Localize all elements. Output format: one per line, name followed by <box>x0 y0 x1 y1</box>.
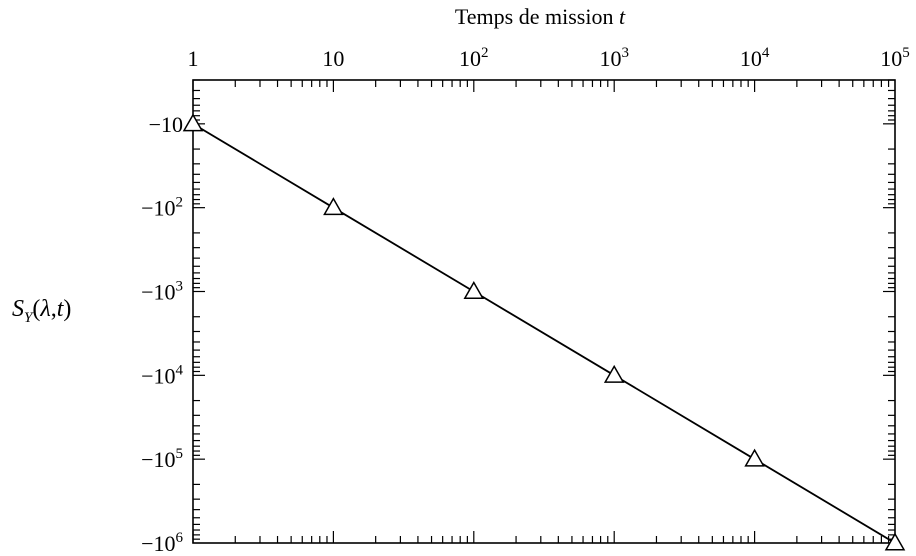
y-tick-label: −103 <box>141 279 183 305</box>
series-group <box>182 113 906 551</box>
y-tick-labels: −10 −102 −103 −104 −105 −106 <box>141 112 183 556</box>
y-tick-label: −106 <box>141 530 183 556</box>
series-line <box>192 123 896 544</box>
x-tick-label: 105 <box>880 45 910 71</box>
x-tick-label: 10 <box>322 46 344 71</box>
x-tick-label: 104 <box>740 45 770 71</box>
tick-marks <box>192 79 895 543</box>
x-tick-label: 103 <box>599 45 629 71</box>
y-tick-label: −102 <box>141 195 183 221</box>
data-point-triangle <box>884 532 906 551</box>
data-point-triangle <box>603 364 625 383</box>
plot-frame <box>192 79 896 544</box>
data-point-triangle <box>182 113 204 132</box>
y-tick-label: −104 <box>141 362 183 388</box>
data-point-triangle <box>323 197 344 216</box>
data-point-triangle <box>463 280 485 300</box>
data-point-triangle <box>744 448 765 467</box>
y-tick-label: −105 <box>141 446 183 472</box>
y-tick-label: −10 <box>149 112 183 137</box>
x-tick-label: 102 <box>459 45 489 71</box>
y-axis-label: SY(λ,t) <box>12 296 71 326</box>
x-tick-labels: 1 10 102 103 104 105 <box>188 45 910 71</box>
x-tick-label: 1 <box>188 46 199 71</box>
x-axis-label: Temps de mission t <box>455 4 626 29</box>
